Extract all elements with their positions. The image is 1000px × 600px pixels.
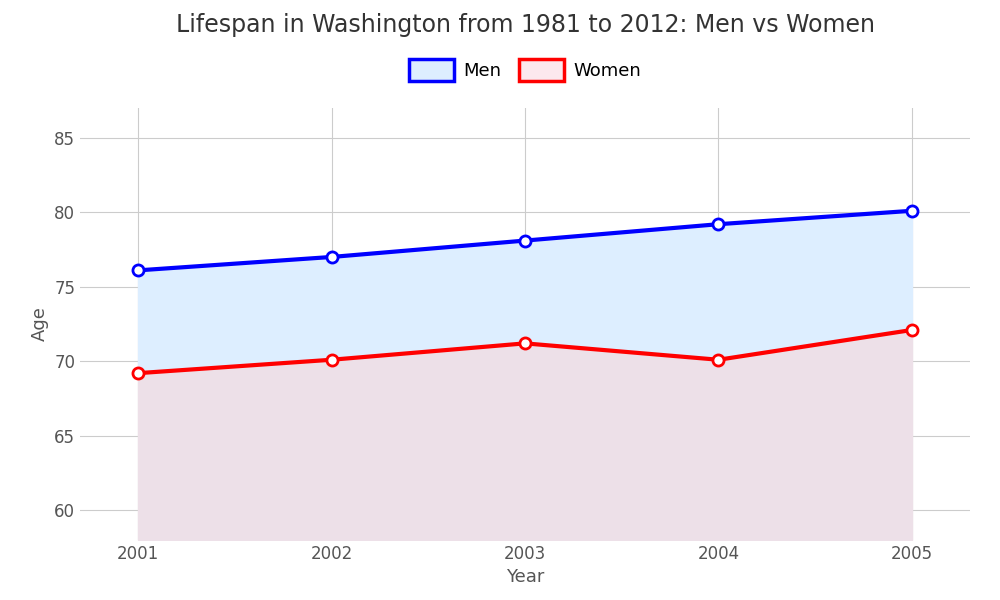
X-axis label: Year: Year bbox=[506, 568, 544, 586]
Title: Lifespan in Washington from 1981 to 2012: Men vs Women: Lifespan in Washington from 1981 to 2012… bbox=[176, 13, 874, 37]
Y-axis label: Age: Age bbox=[31, 307, 49, 341]
Legend: Men, Women: Men, Women bbox=[402, 52, 648, 89]
